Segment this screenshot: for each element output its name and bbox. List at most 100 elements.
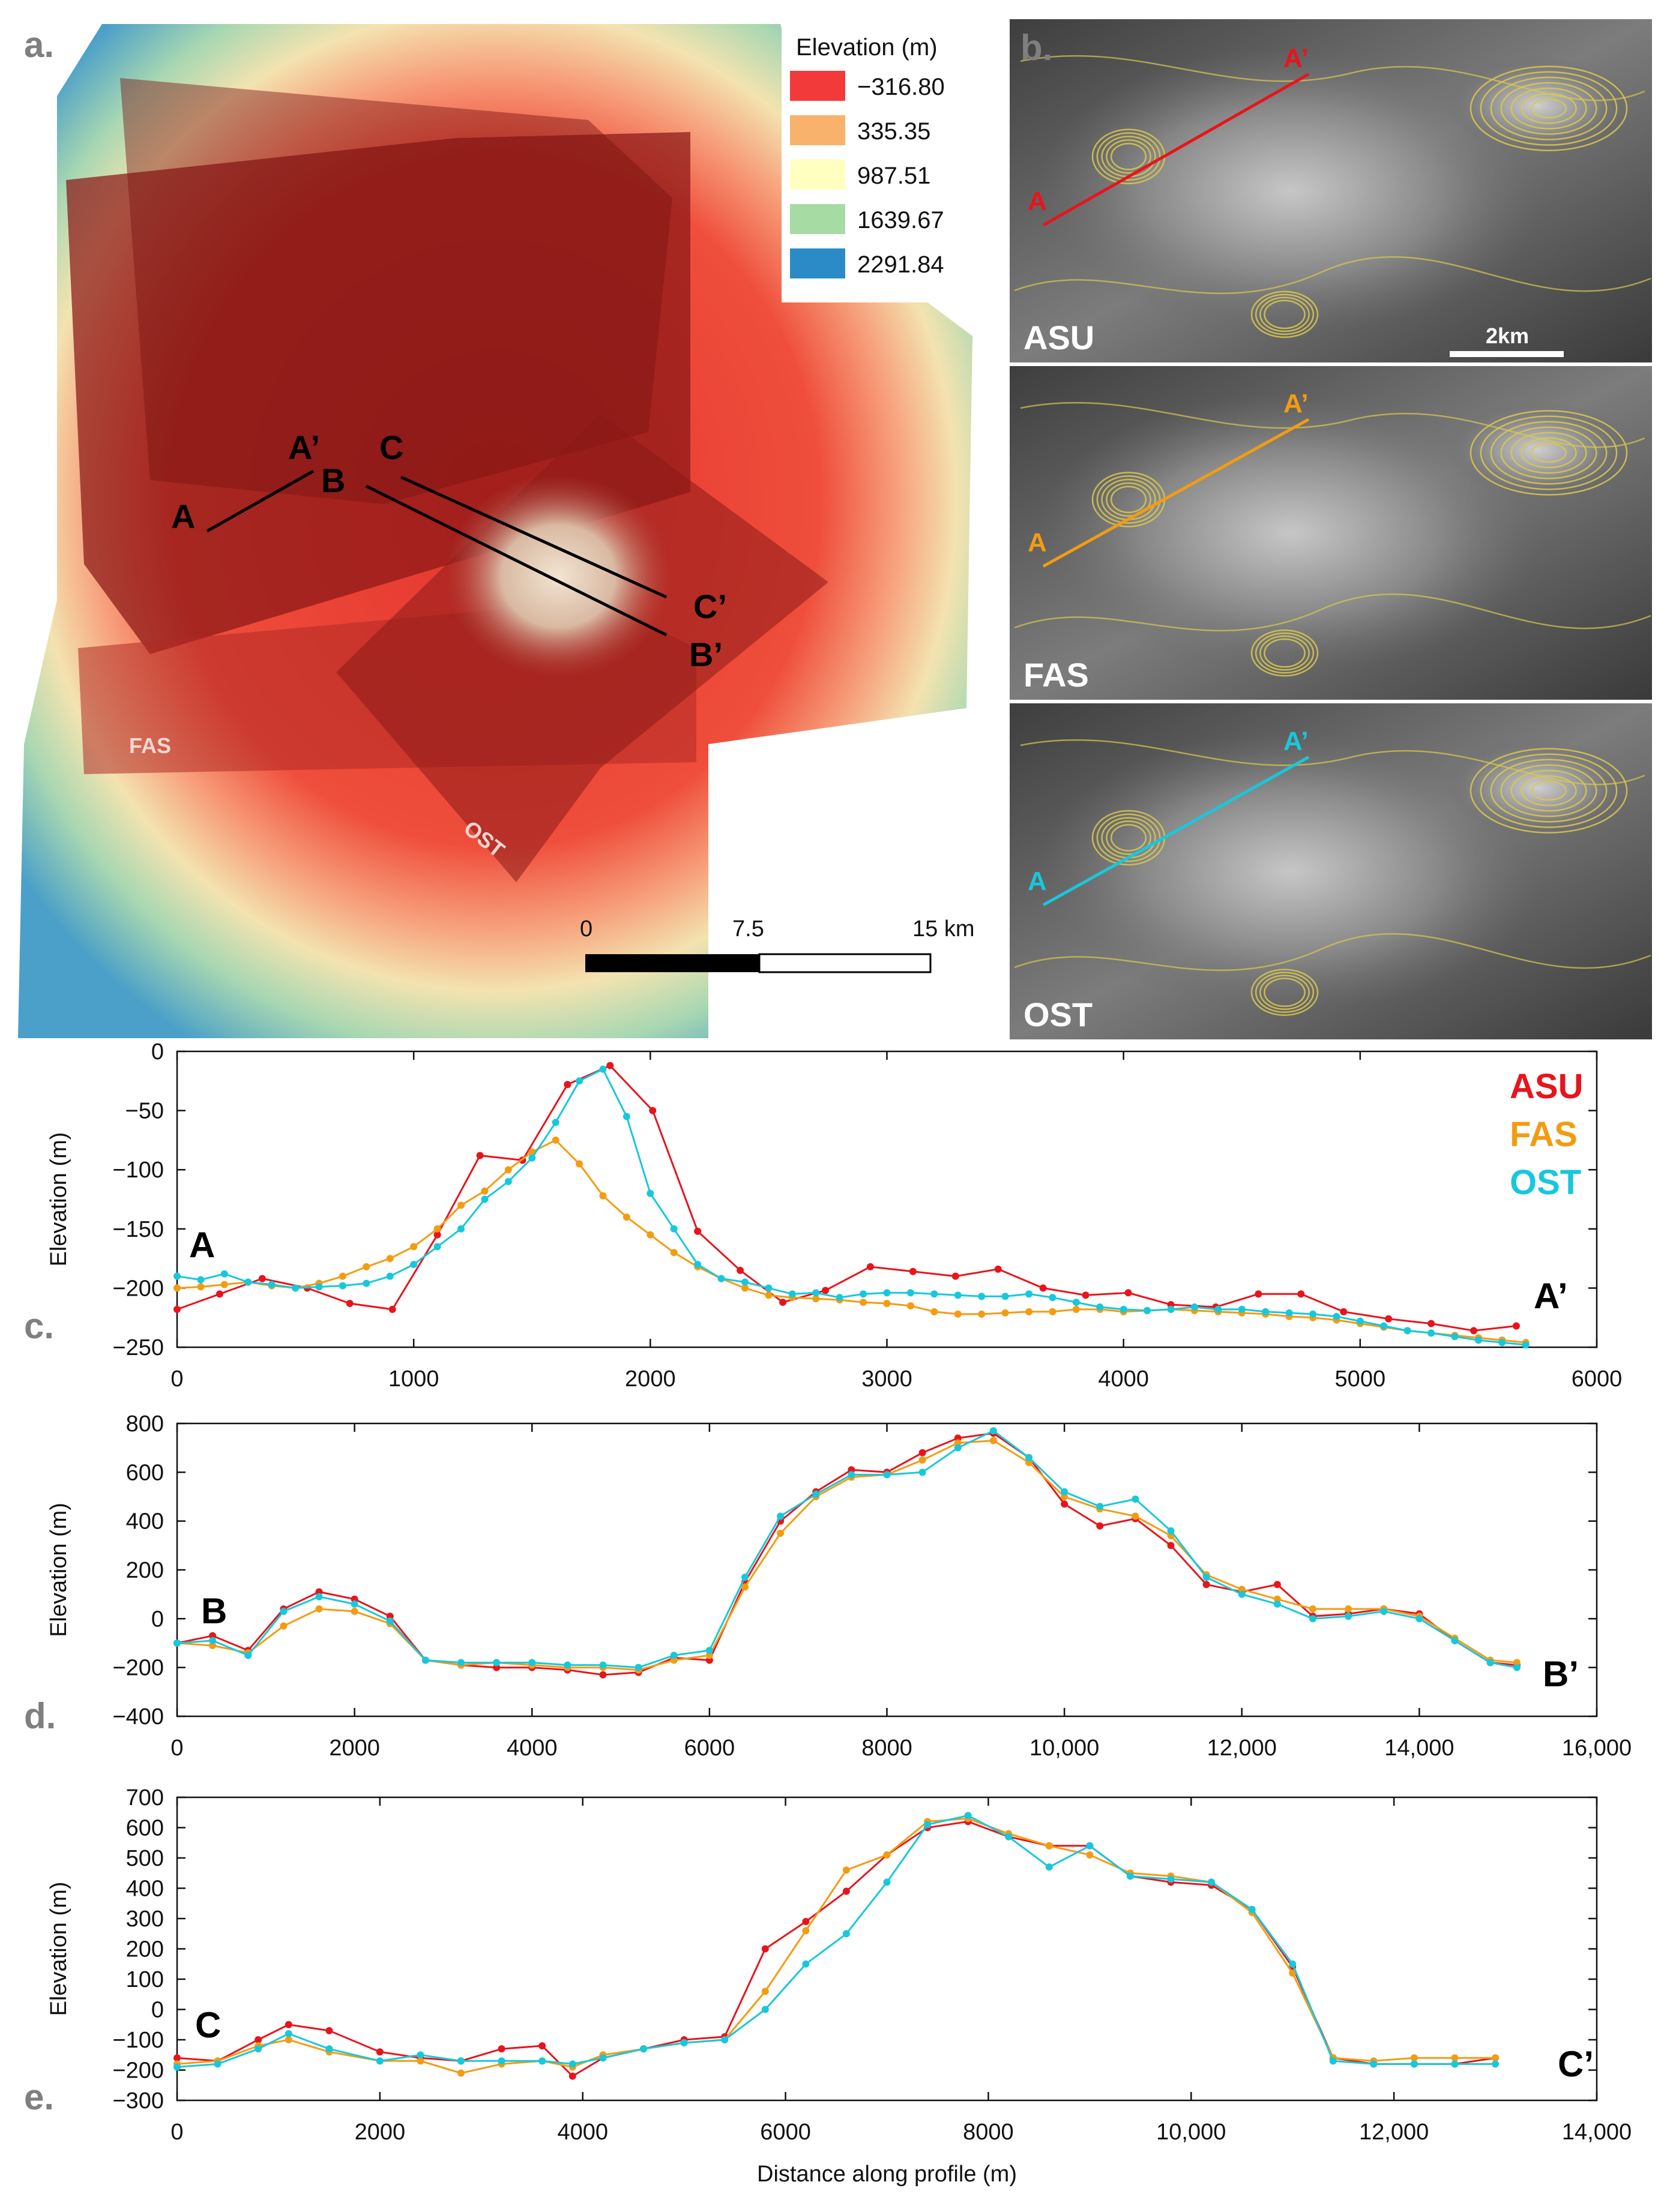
imagery-name: FAS (1023, 656, 1089, 694)
legend-swatch (790, 248, 845, 278)
data-point-ost (1208, 1878, 1216, 1886)
data-point-ost (918, 1468, 926, 1476)
data-point-asu (1202, 1581, 1210, 1588)
data-point-ost (457, 2057, 465, 2065)
data-point-ost (1498, 1339, 1506, 1347)
y-tick-label: −50 (125, 1099, 164, 1124)
data-point-ost (930, 1290, 938, 1298)
label-b: B (321, 461, 345, 499)
legend-swatch (790, 204, 845, 234)
data-point-ost (528, 1659, 536, 1667)
data-point-fas (1132, 1512, 1139, 1520)
data-point-fas (1001, 1309, 1009, 1317)
data-point-ost (1001, 1293, 1009, 1300)
legend-swatch (790, 71, 845, 101)
data-point-fas (386, 1255, 394, 1263)
data-point-fas (1025, 1308, 1032, 1315)
data-point-ost (924, 1821, 932, 1829)
data-point-ost (1238, 1590, 1246, 1598)
data-point-ost (315, 1593, 323, 1600)
data-point-ost (1333, 1312, 1340, 1320)
data-point-ost (1096, 1303, 1104, 1311)
data-point-ost (1415, 1615, 1423, 1623)
data-point-ost (244, 1278, 252, 1286)
data-point-fas (481, 1187, 489, 1195)
chart-profile-b: 0 2000 4000 6000 8000 10,000 12,000 14,000 16,00… (46, 1411, 1632, 1761)
data-point-asu (1082, 1291, 1090, 1299)
data-point-asu (1297, 1290, 1305, 1298)
data-point-fas (1289, 1969, 1297, 1977)
data-point-asu (538, 2042, 546, 2050)
x-tick-label: 0 (170, 1736, 183, 1761)
legend-swatch (790, 160, 845, 190)
data-point-asu (694, 1227, 702, 1235)
data-point-ost (504, 1177, 512, 1185)
data-point-asu (599, 1671, 607, 1679)
data-point-fas (765, 1291, 773, 1299)
panel-a: A A’ B C C’ B’ FAS OST Elevation (m) −31… (18, 18, 1008, 1038)
imagery-profile-line (1042, 756, 1310, 907)
data-point-asu (258, 1275, 266, 1282)
y-tick-label: 800 (126, 1411, 164, 1437)
imagery-label-a-end: A’ (1283, 44, 1309, 73)
x-tick-label: 14,000 (1562, 2120, 1632, 2145)
data-point-ost (1309, 1615, 1316, 1623)
data-point-ost (1025, 1453, 1032, 1461)
data-point-ost (1427, 1329, 1435, 1337)
x-tick-label: 0 (170, 1366, 183, 1392)
elevation-legend: Elevation (m) −316.80 335.35 987.51 1639.67… (782, 22, 996, 302)
imagery-scalebar-label: 2km (1486, 323, 1529, 348)
data-point-ost (315, 1283, 323, 1291)
profile-end-label: B’ (1543, 1654, 1579, 1694)
legend-label: 2291.84 (857, 251, 944, 278)
data-point-ost (670, 1225, 678, 1233)
data-point-asu (918, 1449, 926, 1456)
data-point-ost (1329, 2057, 1337, 2065)
data-point-ost (220, 1270, 228, 1278)
imagery-label-a: A (1028, 867, 1047, 896)
legend-ost: OST (1510, 1163, 1581, 1202)
data-point-ost (538, 2057, 546, 2065)
legend-label: 1639.67 (857, 207, 944, 233)
data-point-fas (433, 1225, 441, 1233)
data-point-ost (1248, 1905, 1256, 1913)
data-point-fas (978, 1310, 986, 1318)
data-point-fas (410, 1243, 418, 1251)
series-line-ost (176, 1068, 1526, 1346)
plot-frame (176, 1422, 1598, 1718)
data-point-ost (1086, 1842, 1094, 1850)
data-point-ost (978, 1293, 986, 1300)
panel-letter-d: d. (24, 1696, 56, 1736)
data-point-ost (989, 1427, 997, 1435)
data-point-ost (197, 1276, 205, 1284)
data-point-asu (802, 1918, 810, 1926)
data-point-asu (1255, 1290, 1262, 1298)
data-point-ost (386, 1272, 394, 1280)
data-point-ost (964, 1812, 972, 1820)
data-point-ost (173, 2063, 181, 2071)
data-point-ost (339, 1282, 346, 1290)
data-point-fas (363, 1263, 370, 1270)
data-point-ost (1049, 1294, 1057, 1302)
data-point-asu (1512, 1322, 1520, 1330)
data-point-ost (1513, 1664, 1521, 1671)
data-point-ost (417, 2051, 424, 2059)
data-point-ost (1451, 1636, 1459, 1644)
data-point-asu (866, 1263, 874, 1270)
data-point-asu (1061, 1500, 1069, 1508)
data-point-ost (860, 1290, 867, 1298)
y-axis-title: Elevation (m) (46, 1132, 71, 1267)
y-tick-label: 0 (151, 1998, 164, 2023)
data-point-ost (599, 1661, 607, 1669)
data-point-fas (173, 1284, 181, 1292)
data-point-ost (1238, 1305, 1246, 1313)
data-point-ost (493, 1659, 501, 1667)
panel-letter-b: b. (1020, 28, 1052, 68)
data-point-asu (388, 1305, 396, 1313)
data-point-ost (842, 1930, 850, 1938)
label-b-end: B’ (689, 636, 723, 673)
data-point-asu (255, 2036, 262, 2043)
y-tick-label: −200 (112, 2058, 164, 2084)
data-point-ost (457, 1225, 465, 1233)
data-point-ost (802, 1960, 810, 1968)
